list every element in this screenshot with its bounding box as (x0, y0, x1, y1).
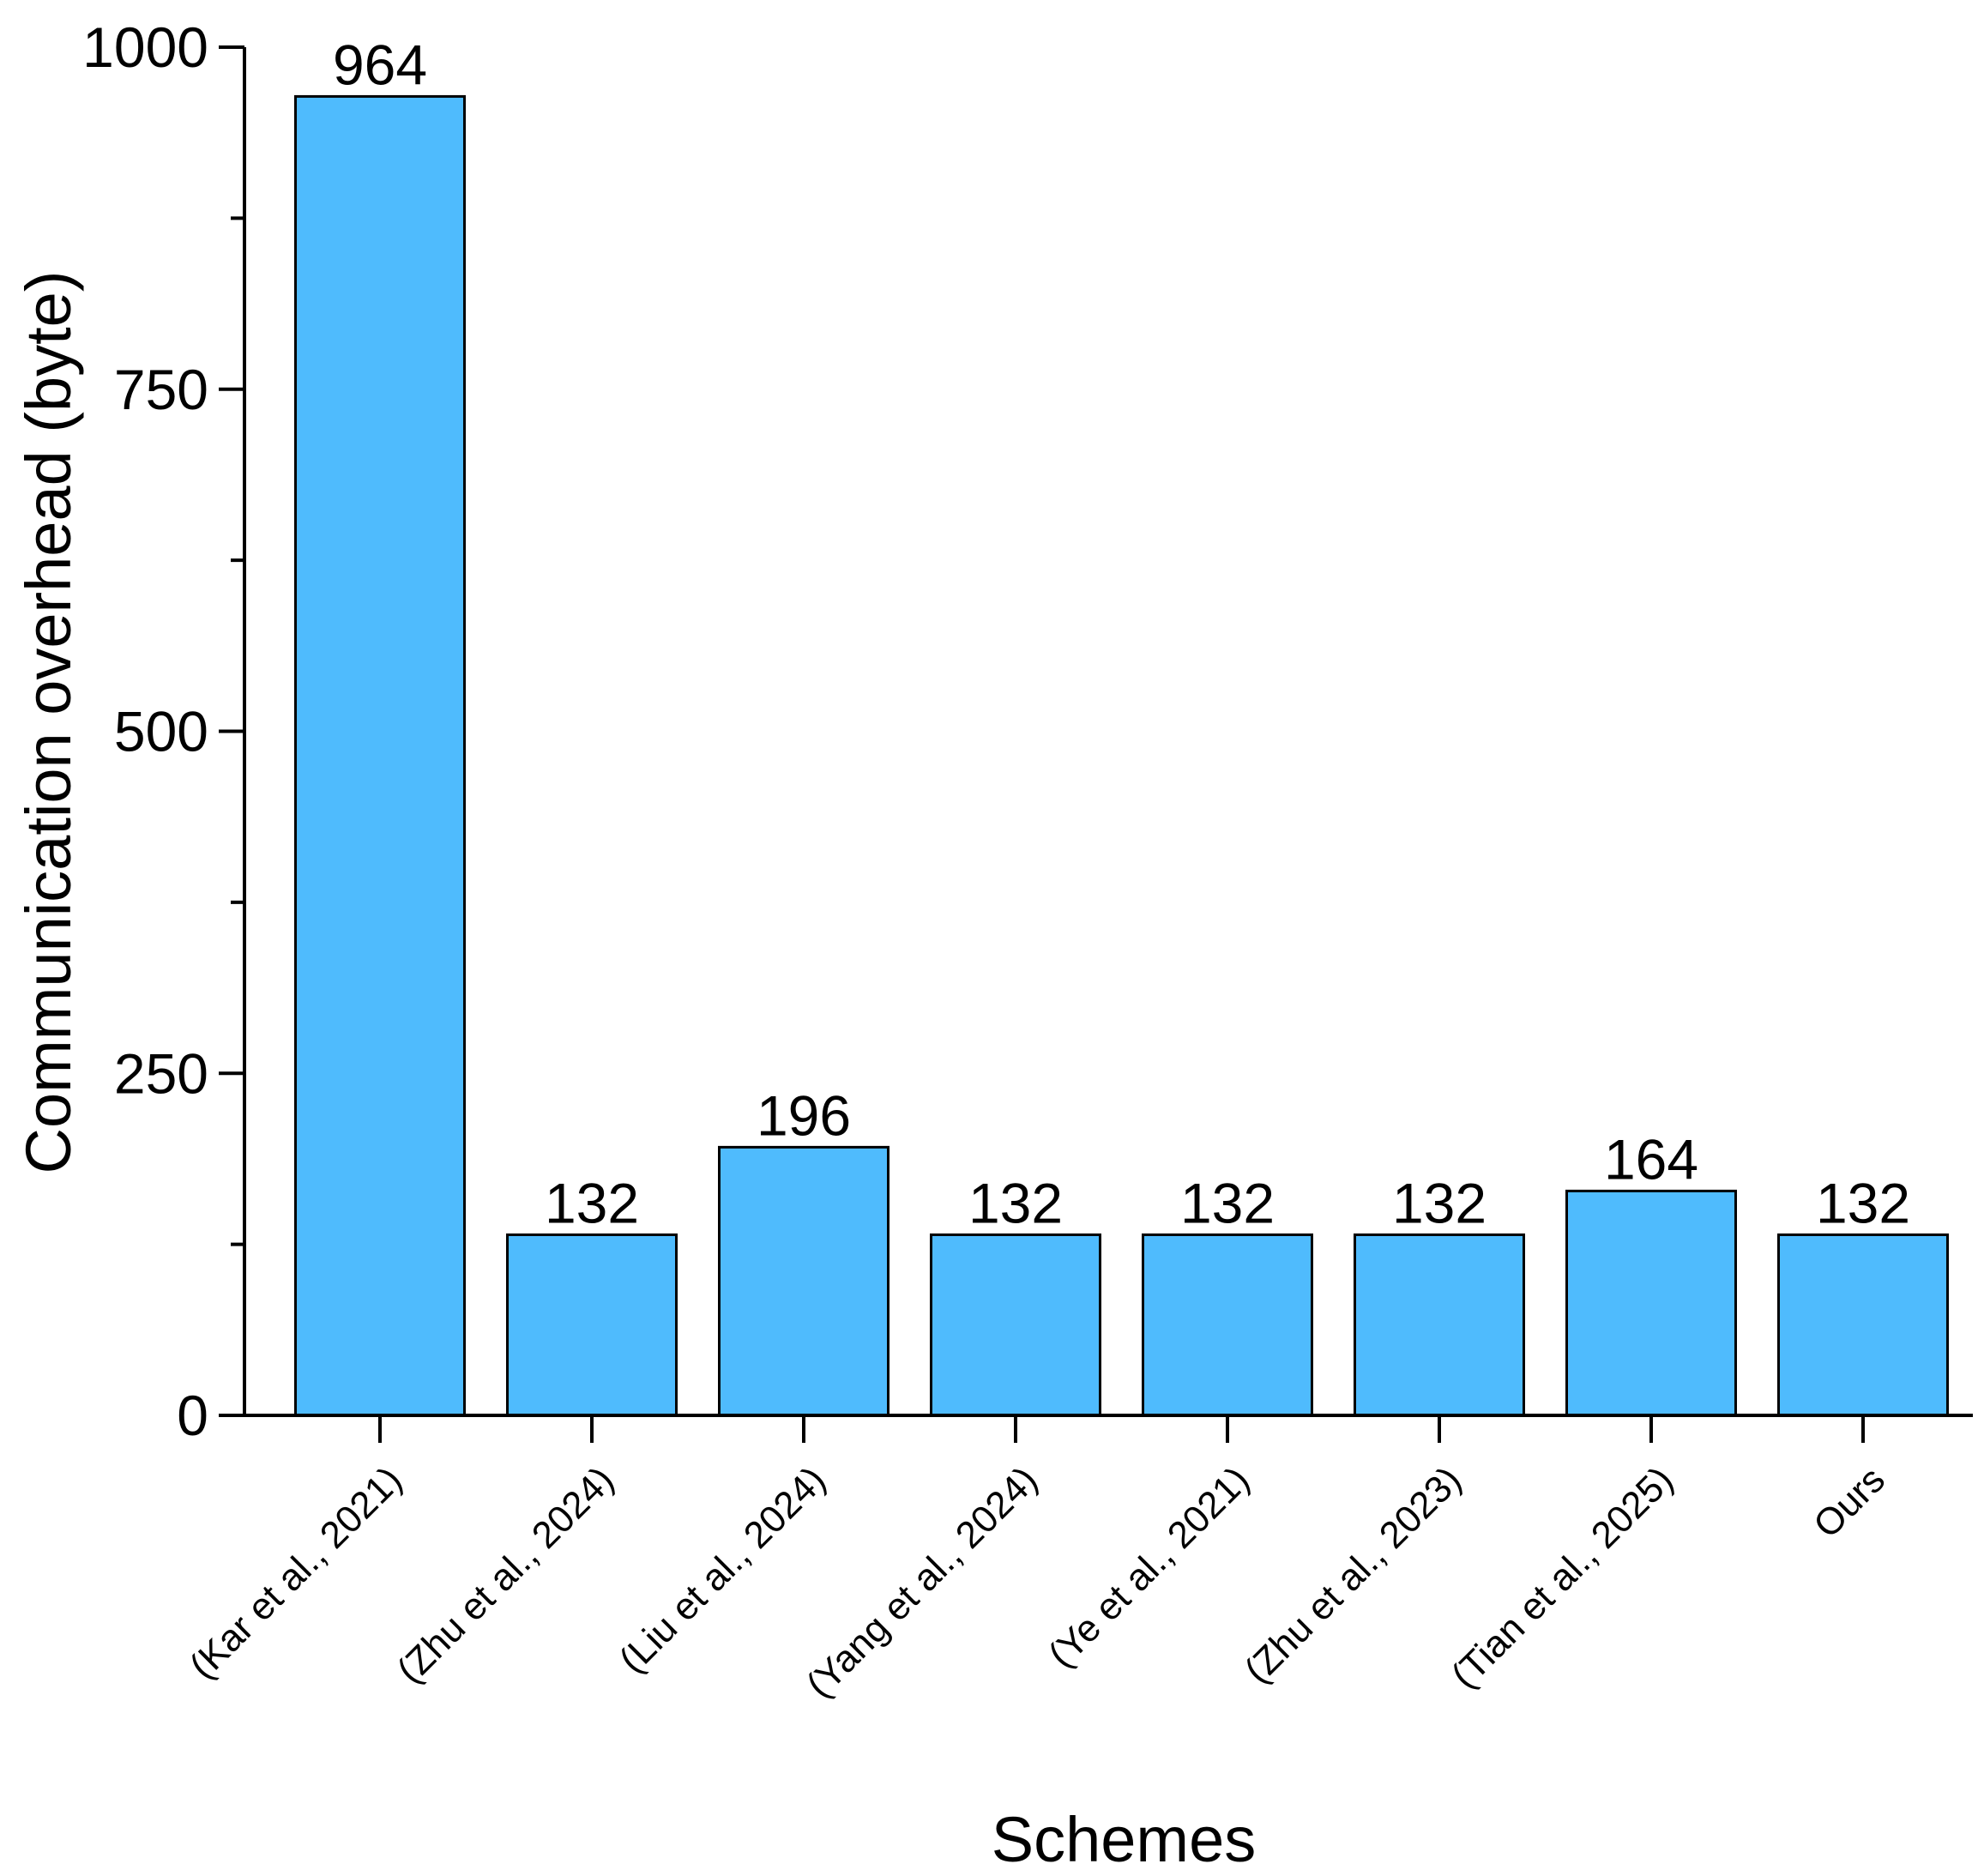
bar-6 (1565, 1189, 1737, 1417)
data-label-4: 132 (1180, 1171, 1275, 1234)
x-tick-label-4: (Ye et al., 2021) (1040, 1458, 1257, 1675)
bar-3 (930, 1233, 1101, 1417)
y-axis-title: Communication overhead (byte) (13, 271, 84, 1174)
data-label-2: 196 (757, 1083, 851, 1147)
y-axis: 0 250 500 750 1000 (82, 15, 246, 1447)
x-tick-label-6: (Tian et al., 2025) (1444, 1458, 1681, 1696)
data-label-6: 164 (1604, 1127, 1698, 1191)
x-tick-label-7: Ours (1806, 1458, 1893, 1546)
bars-group (294, 94, 1949, 1417)
data-label-7: 132 (1816, 1171, 1910, 1234)
data-label-3: 132 (968, 1171, 1063, 1234)
bar-7 (1777, 1233, 1949, 1417)
y-tick-label-0: 0 (177, 1384, 208, 1447)
x-tick-label-2: (Liu et al., 2024) (612, 1458, 834, 1680)
x-tick-label-5: (Zhu et al., 2023) (1236, 1458, 1469, 1692)
x-tick-label-0: (Kar et al., 2021) (182, 1458, 410, 1686)
bar-0 (294, 94, 466, 1417)
data-label-1: 132 (545, 1171, 639, 1234)
data-labels-group: 964 132 196 132 132 132 164 132 (333, 33, 1910, 1234)
data-label-5: 132 (1392, 1171, 1486, 1234)
data-label-0: 964 (333, 33, 427, 96)
y-tick-label-1: 250 (114, 1041, 208, 1105)
y-tick-label-3: 750 (114, 358, 208, 421)
x-tick-label-1: (Zhu et al., 2024) (389, 1458, 622, 1692)
x-axis-title: Schemes (992, 1804, 1256, 1875)
y-tick-label-4: 1000 (82, 15, 208, 79)
bar-4 (1142, 1233, 1313, 1417)
bar-2 (718, 1145, 889, 1417)
x-axis: (Kar et al., 2021)(Zhu et al., 2024)(Liu… (182, 1414, 1973, 1706)
bar-5 (1354, 1233, 1525, 1417)
y-tick-label-2: 500 (114, 700, 208, 763)
bar-1 (506, 1233, 678, 1417)
x-tick-label-3: (Yang et al., 2024) (799, 1458, 1046, 1705)
